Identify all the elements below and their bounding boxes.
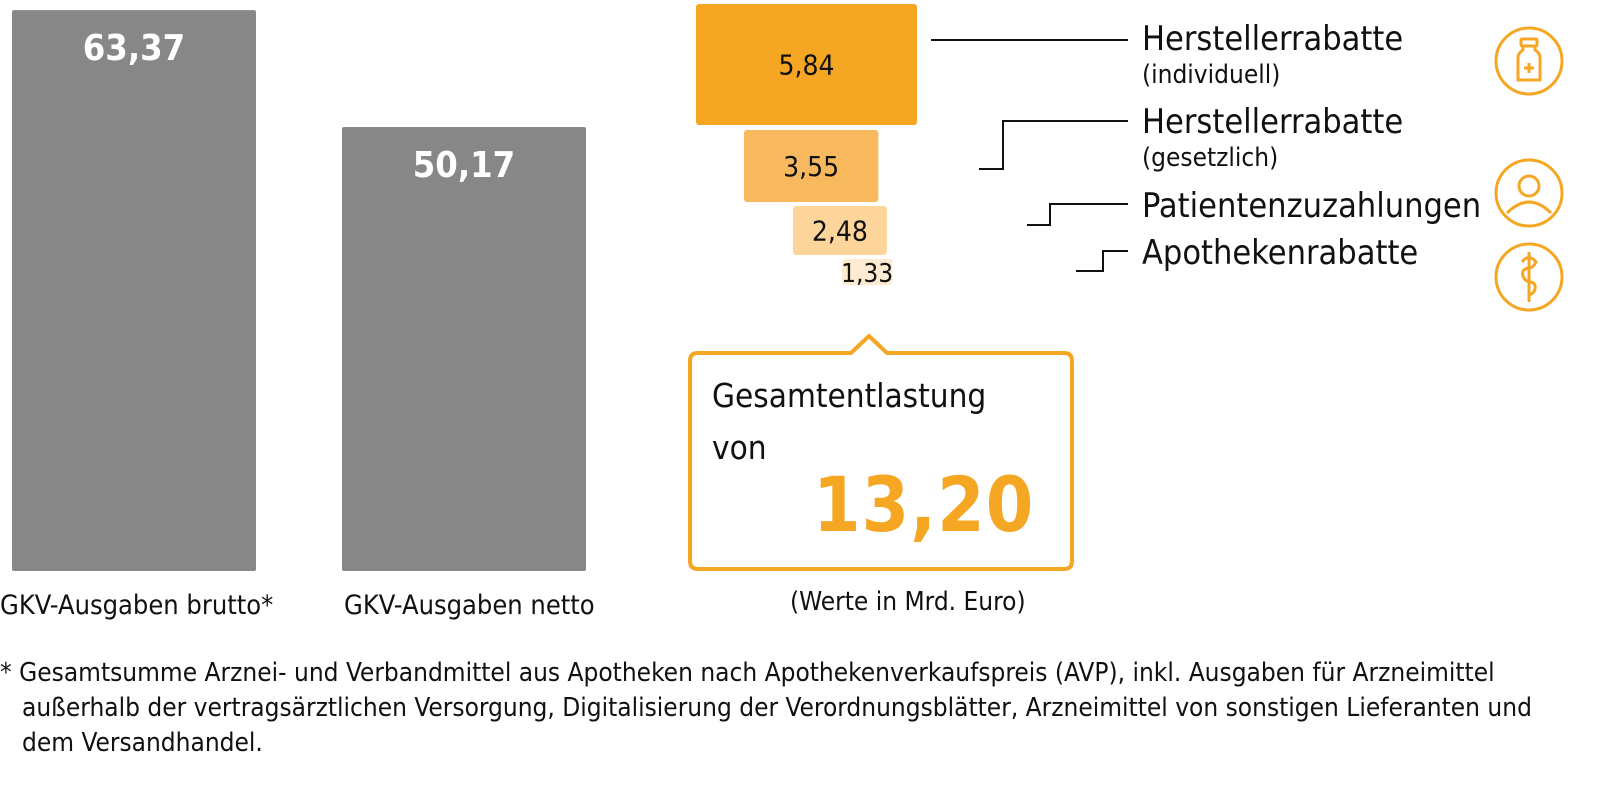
legend-label-herstellerrabatte-individuell: Herstellerrabatte: [1142, 19, 1404, 59]
discount-bar-value-0: 5,84: [778, 49, 834, 82]
category-label-brutto: GKV-Ausgaben brutto*: [0, 590, 274, 621]
callout-line1: Gesamtentlastung: [712, 376, 987, 415]
legend-label-herstellerrabatte-gesetzlich: Herstellerrabatte: [1142, 102, 1404, 142]
callout-text: Gesamtentlastung von: [712, 370, 986, 474]
gray-bar-value-0: 63,37: [83, 28, 185, 69]
legend-sublabel-gesetzlich: (gesetzlich): [1142, 143, 1279, 173]
callout-line2: von: [712, 428, 767, 467]
connector-line-1: [979, 120, 1128, 170]
gray-bar-1: [342, 126, 586, 572]
footnote-line-2: außerhalb der vertragsärztlichen Versorg…: [22, 693, 1532, 723]
medicine-bottle-icon: [1494, 26, 1564, 96]
callout-box: [688, 334, 1074, 571]
caduceus-icon: [1494, 242, 1564, 312]
category-label-netto: GKV-Ausgaben netto: [344, 590, 595, 621]
gray-bar-0: [12, 10, 256, 572]
discount-bar-value-3: 1,33: [841, 259, 893, 289]
total-value: 13,20: [813, 460, 1035, 549]
discount-bar-value-1: 3,55: [783, 150, 839, 183]
legend-sublabel-individuell: (individuell): [1142, 60, 1281, 90]
footnote: * Gesamtsumme Arznei- und Verbandmittel …: [0, 656, 1600, 761]
gray-bar-value-1: 50,17: [413, 145, 515, 186]
discount-bar-0: [696, 4, 917, 125]
connector-line-3: [1076, 250, 1128, 272]
unit-note: (Werte in Mrd. Euro): [790, 587, 1026, 617]
discount-bar-1: [744, 130, 879, 202]
legend-label-patientenzuzahlungen: Patientenzuzahlungen: [1142, 186, 1482, 226]
discount-bar-2: [793, 206, 887, 255]
footnote-line-3: dem Versandhandel.: [22, 728, 263, 758]
footnote-line-1: * Gesamtsumme Arznei- und Verbandmittel …: [0, 658, 1495, 688]
legend-label-apothekenrabatte: Apothekenrabatte: [1142, 233, 1419, 273]
person-icon: [1494, 158, 1564, 228]
connector-line-2: [1027, 203, 1128, 226]
discount-bar-3: [842, 259, 893, 285]
discount-bar-value-2: 2,48: [812, 215, 868, 248]
